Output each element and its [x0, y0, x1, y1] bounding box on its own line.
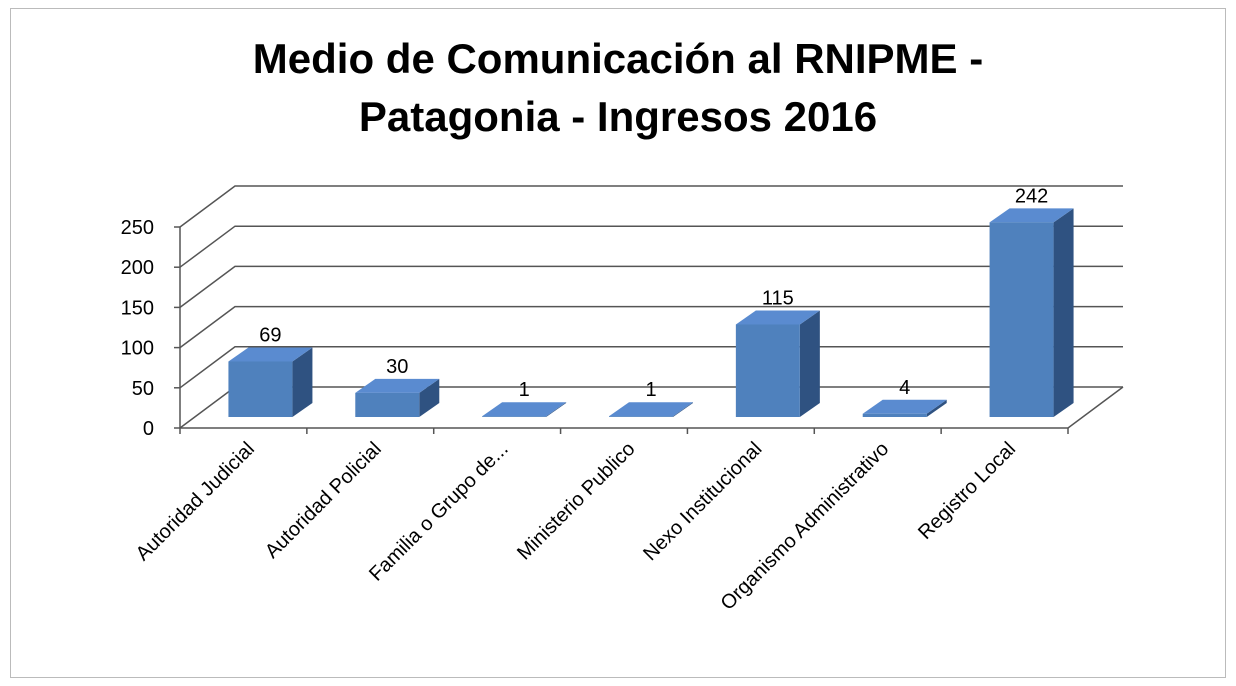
y-tick-label: 150 — [121, 297, 154, 319]
data-label: 1 — [645, 379, 656, 401]
data-label: 69 — [259, 325, 281, 347]
grid-line — [179, 305, 1123, 349]
bar-top — [735, 310, 820, 325]
bar-top — [355, 378, 440, 393]
bar-front — [862, 413, 927, 417]
bar-top — [482, 402, 567, 417]
y-tick-label: 200 — [121, 257, 154, 279]
bar-front — [989, 222, 1054, 417]
chart-frame — [10, 8, 1226, 678]
x-tick-label: Registro Local — [914, 438, 1020, 544]
data-label: 242 — [1015, 185, 1048, 207]
grid-line — [179, 346, 1123, 389]
x-tick-label: Nexo Institucional — [639, 438, 766, 565]
bar — [609, 402, 693, 417]
x-tick-label: Autoridad Judicial — [132, 438, 259, 565]
bar-side — [673, 402, 693, 417]
bar-side — [926, 399, 947, 417]
x-tick-label: Ministerio Publico — [513, 438, 639, 564]
bar — [482, 402, 567, 417]
data-label: 115 — [762, 288, 794, 310]
grid-line — [179, 225, 1123, 268]
bar-front — [609, 416, 673, 417]
bar — [355, 378, 440, 417]
bar — [862, 399, 947, 417]
data-label: 1 — [519, 379, 530, 401]
bar-front — [228, 361, 293, 417]
bar-top — [609, 402, 693, 417]
y-tick-label: 50 — [132, 378, 154, 400]
bar-side — [546, 402, 567, 417]
bar — [735, 310, 820, 417]
bar — [228, 347, 313, 417]
bar — [989, 208, 1074, 417]
grid-line — [179, 185, 1123, 228]
bar-top — [228, 347, 313, 362]
bar-side — [292, 347, 313, 417]
grid-line — [179, 265, 1123, 309]
y-tick-label: 0 — [143, 418, 154, 440]
chart-title: Medio de Comunicación al RNIPME - Patago… — [252, 35, 984, 140]
bar-top — [862, 399, 947, 414]
y-tick-label: 100 — [121, 338, 154, 360]
bar-front — [355, 392, 420, 417]
bar-side — [799, 310, 820, 417]
bar-front — [482, 416, 547, 417]
x-tick-label: Familia o Grupo de... — [365, 438, 513, 586]
x-tick-label: Autoridad Policial — [261, 438, 386, 563]
y-tick-label: 250 — [121, 217, 154, 239]
bar-side — [419, 378, 440, 417]
bar-front — [735, 324, 800, 417]
bar-top — [989, 208, 1074, 223]
data-label: 30 — [386, 356, 408, 378]
data-label: 4 — [899, 377, 910, 399]
bar-side — [1053, 208, 1074, 417]
